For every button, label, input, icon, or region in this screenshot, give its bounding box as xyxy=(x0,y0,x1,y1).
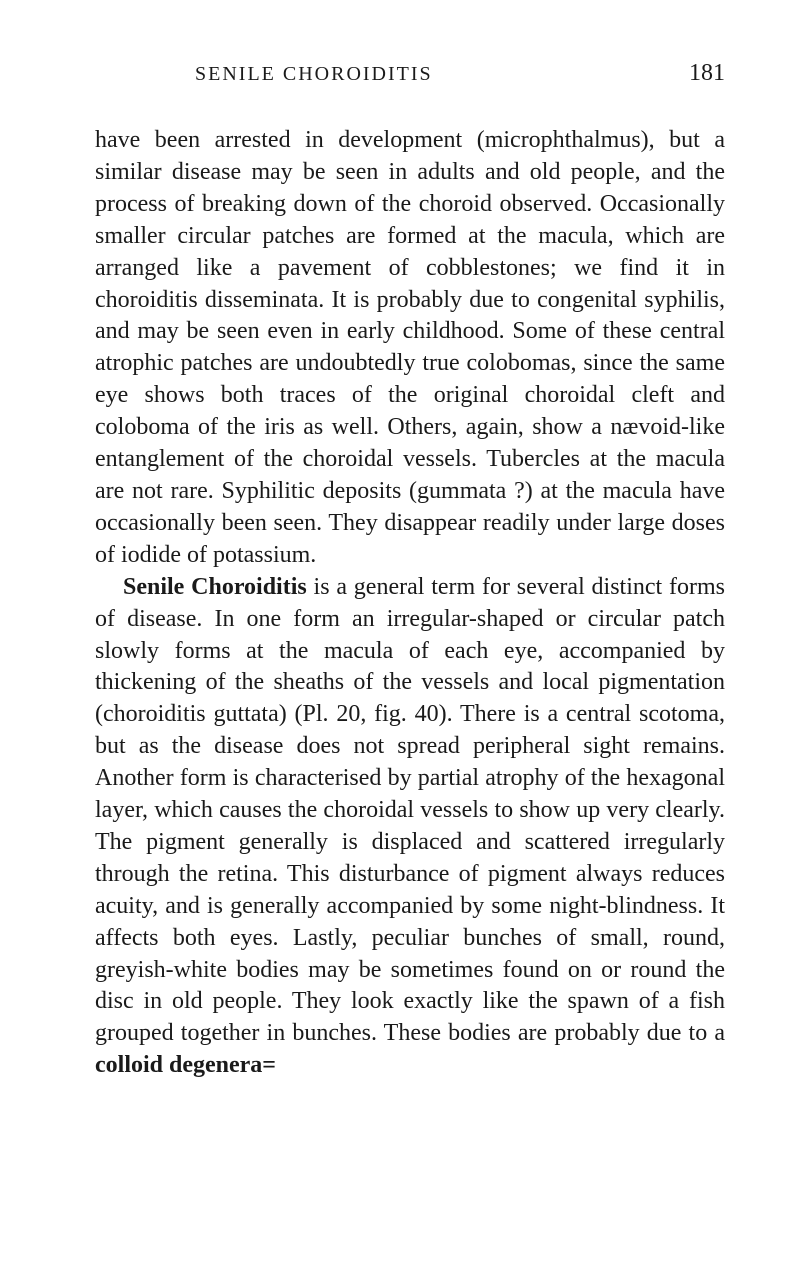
page-header: SENILE CHOROIDITIS 181 xyxy=(95,60,725,87)
paragraph-2-bold-start: Senile Choroiditis xyxy=(123,574,307,600)
paragraph-2-body: is a general term for several distinct f… xyxy=(95,574,725,1047)
running-title: SENILE CHOROIDITIS xyxy=(195,63,433,86)
paragraph-1-text: have been arrested in development (micro… xyxy=(95,127,725,568)
paragraph-1: have been arrested in development (micro… xyxy=(95,125,725,572)
paragraph-2: Senile Choroiditis is a general term for… xyxy=(95,572,725,1083)
paragraph-2-bold-end: colloid degenera= xyxy=(95,1052,276,1078)
body-text: have been arrested in development (micro… xyxy=(95,125,725,1082)
page-number: 181 xyxy=(689,60,725,87)
